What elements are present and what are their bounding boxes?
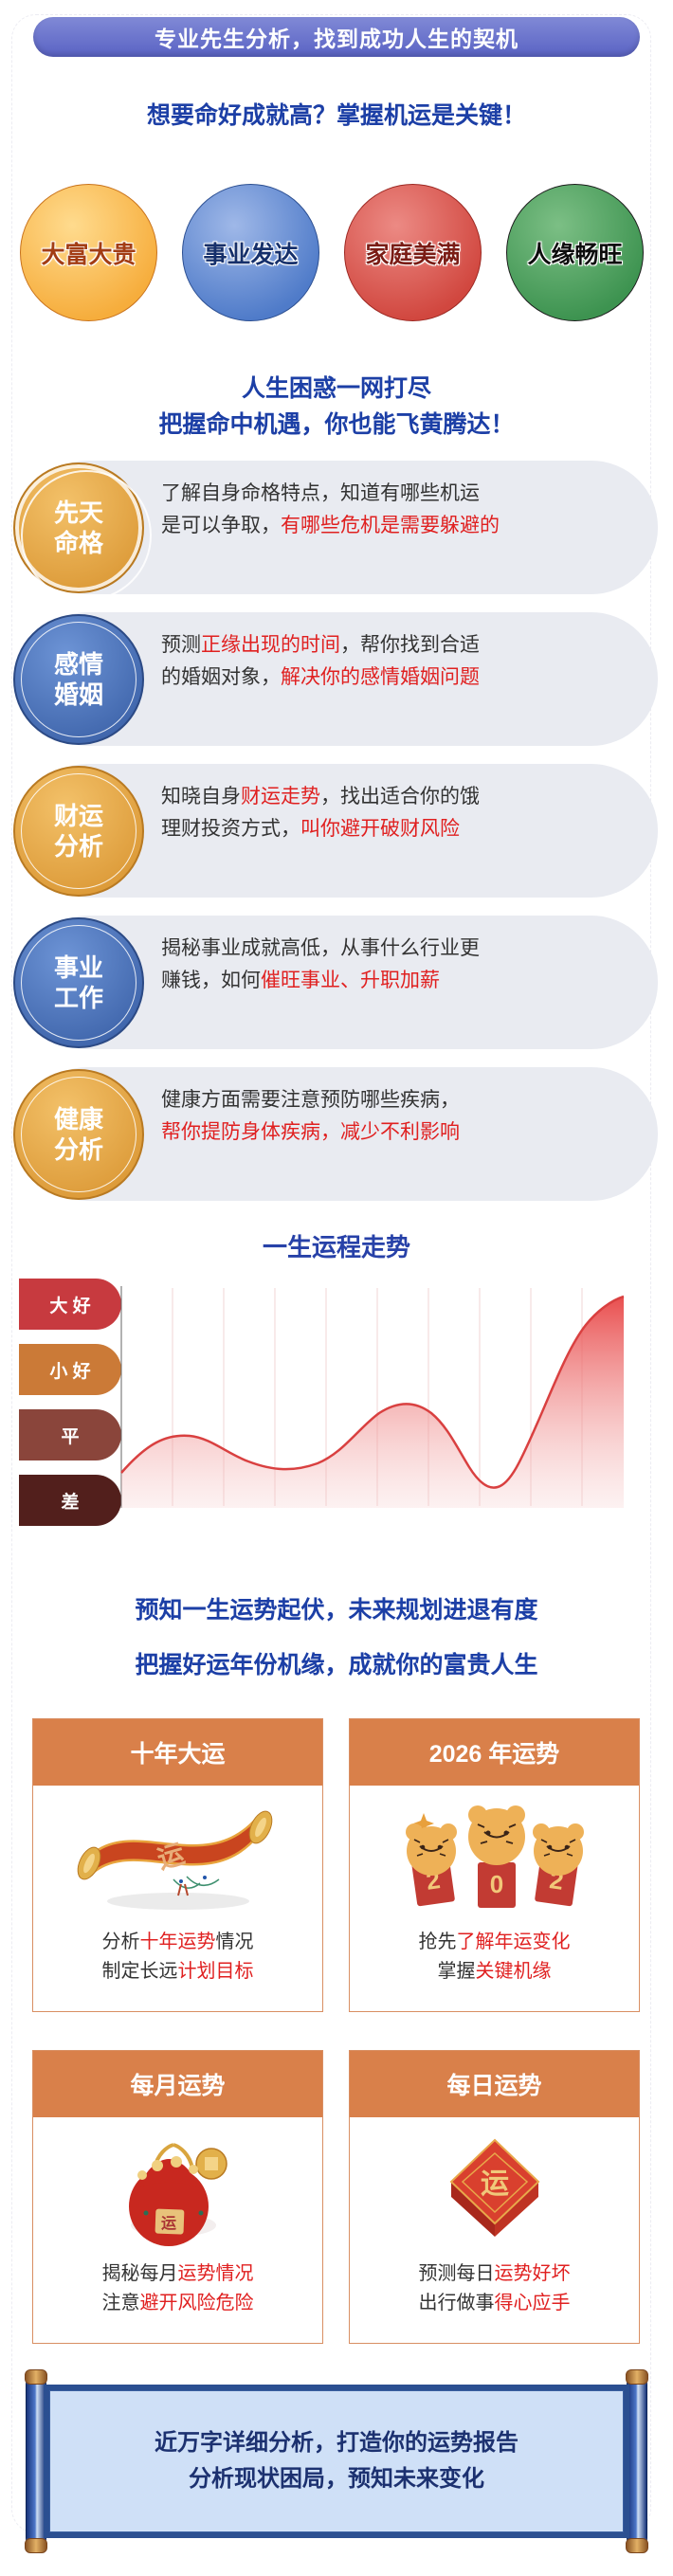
svg-text:运: 运 <box>160 2215 175 2232</box>
svg-text:运: 运 <box>481 2168 509 2200</box>
svg-text:0: 0 <box>489 1870 502 1898</box>
